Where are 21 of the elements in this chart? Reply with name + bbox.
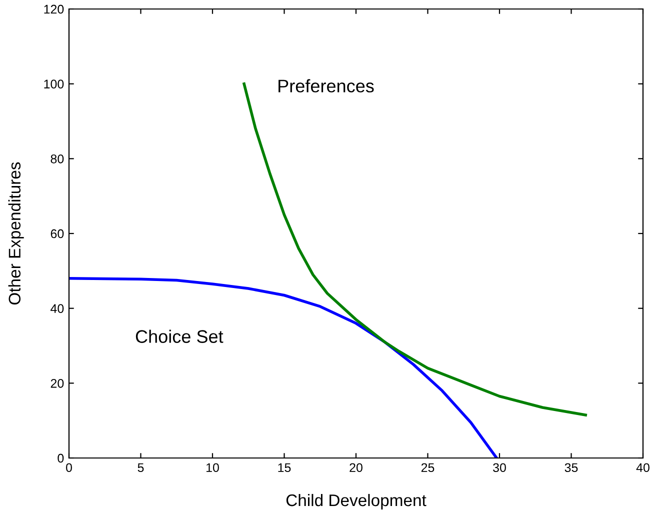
x-tick-label: 5 [138,463,144,472]
x-axis-title: Child Development [286,494,426,510]
y-axis-title: Other Expenditures [8,162,24,305]
x-tick-label: 25 [421,463,434,472]
annotation: Preferences [278,79,374,92]
x-tick-label: 10 [206,463,219,472]
y-tick-label: 20 [50,378,64,388]
y-tick-label: 80 [50,154,64,164]
line-series [69,277,498,458]
x-tick-label: 40 [636,463,650,472]
annotation: Choice Set [136,330,224,343]
x-tick-label: 35 [564,463,578,472]
y-tick-label: 120 [44,4,64,14]
y-tick-label: 60 [50,229,64,238]
y-tick-label: 100 [44,80,64,88]
y-tick-label: 40 [50,304,64,313]
x-tick-label: 20 [350,463,362,472]
y-tick-label: 0 [58,454,64,463]
x-tick-label: 30 [493,463,506,472]
x-tick-label: 0 [66,463,72,472]
x-tick-label: 15 [278,463,291,472]
